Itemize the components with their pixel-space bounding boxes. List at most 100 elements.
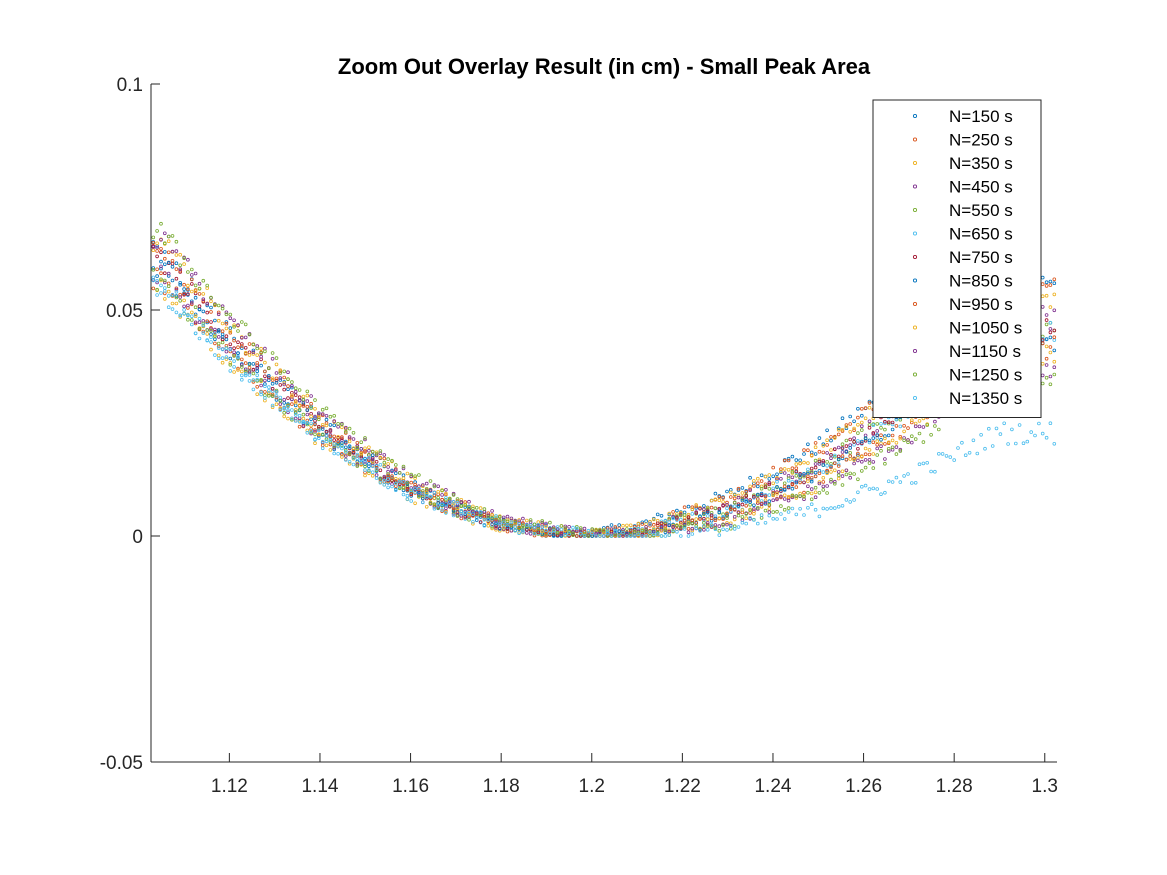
data-point <box>863 483 868 488</box>
data-point <box>513 528 517 533</box>
data-point <box>709 523 714 527</box>
data-point <box>840 442 845 447</box>
data-point <box>201 297 206 302</box>
data-point <box>228 342 233 347</box>
data-point <box>270 394 275 398</box>
data-point <box>336 442 340 447</box>
data-point <box>836 464 841 468</box>
data-point <box>393 488 398 493</box>
data-point <box>582 532 587 536</box>
data-point <box>659 513 664 518</box>
data-point <box>648 528 652 533</box>
data-point <box>224 349 229 354</box>
data-point <box>832 434 837 439</box>
data-point <box>159 291 163 295</box>
data-point <box>802 460 806 465</box>
data-point <box>343 439 348 444</box>
data-point <box>717 506 722 511</box>
data-point <box>813 445 818 450</box>
data-point <box>163 297 167 301</box>
data-point <box>351 462 356 467</box>
data-point <box>409 472 414 477</box>
data-point <box>351 437 356 441</box>
data-point <box>609 523 614 527</box>
data-point <box>894 424 899 428</box>
y-tick-label: -0.05 <box>100 753 143 774</box>
data-point <box>1052 372 1057 377</box>
data-point <box>836 462 841 467</box>
data-point <box>551 533 556 538</box>
data-point <box>601 528 606 533</box>
data-point <box>301 412 306 417</box>
data-point <box>775 484 779 489</box>
data-point <box>232 359 236 363</box>
data-point <box>186 317 190 322</box>
data-point <box>813 495 818 500</box>
data-point <box>278 376 283 380</box>
data-point <box>852 436 856 441</box>
data-point <box>347 439 352 444</box>
data-point <box>186 303 190 308</box>
legend-marker <box>912 254 918 260</box>
data-point <box>324 406 329 411</box>
data-point <box>386 485 390 490</box>
legend-marker <box>912 372 918 377</box>
data-point <box>548 531 552 536</box>
data-point <box>906 440 910 445</box>
data-point <box>286 416 290 421</box>
data-point <box>759 486 764 491</box>
data-point <box>748 484 752 489</box>
data-point <box>259 379 263 384</box>
y-tick-label: 0 <box>132 527 143 548</box>
data-point <box>332 413 337 418</box>
data-point <box>517 518 521 522</box>
data-point <box>775 490 779 495</box>
data-point <box>755 476 760 481</box>
data-point <box>748 508 752 513</box>
data-point <box>382 460 387 465</box>
data-point <box>386 478 390 483</box>
data-point <box>340 422 344 427</box>
data-point <box>247 361 252 366</box>
data-point <box>343 454 348 458</box>
data-point <box>324 429 329 434</box>
data-point <box>532 533 537 538</box>
data-point <box>1044 435 1049 440</box>
data-point <box>909 440 914 445</box>
data-point <box>240 373 244 378</box>
data-point <box>721 523 725 527</box>
data-point <box>490 509 494 513</box>
data-point <box>270 381 275 386</box>
data-point <box>940 452 945 456</box>
data-point <box>290 408 294 412</box>
data-point <box>263 382 267 386</box>
data-point <box>328 438 333 443</box>
data-point <box>759 484 764 489</box>
data-point <box>836 454 841 459</box>
data-point <box>690 532 695 536</box>
data-point <box>644 532 648 537</box>
data-point <box>313 432 317 437</box>
data-point <box>216 346 221 350</box>
data-point <box>759 473 764 478</box>
data-point <box>224 320 229 324</box>
data-point <box>859 420 864 425</box>
data-point <box>694 524 698 528</box>
data-point <box>867 405 872 410</box>
data-point <box>401 486 406 490</box>
data-point <box>848 457 852 461</box>
data-point <box>182 292 186 297</box>
data-point <box>209 347 213 352</box>
data-point <box>228 356 233 361</box>
data-point <box>216 341 221 346</box>
data-point <box>205 301 210 306</box>
data-point <box>663 518 668 523</box>
data-point <box>528 518 533 522</box>
data-point <box>367 448 371 453</box>
data-point <box>193 271 198 276</box>
data-point <box>482 507 487 511</box>
data-point <box>755 505 760 510</box>
data-point <box>363 458 367 463</box>
data-point <box>779 469 783 474</box>
